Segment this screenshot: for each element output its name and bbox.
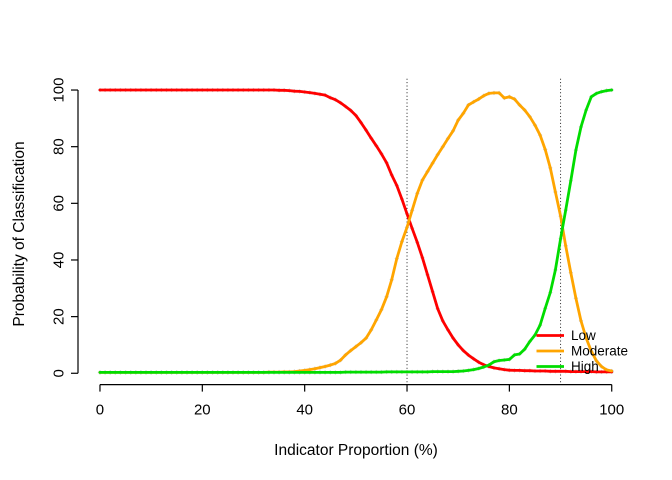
x-tick-label: 80: [501, 402, 518, 419]
y-tick-label: 100: [51, 78, 68, 103]
y-tick-label: 0: [51, 369, 68, 377]
x-tick-label: 100: [599, 402, 624, 419]
legend-label-moderate: Moderate: [571, 344, 628, 359]
y-axis-title: Probability of Classification: [11, 141, 28, 327]
x-tick-label: 0: [96, 402, 104, 419]
series-line-moderate: [98, 91, 614, 374]
legend-label-low: Low: [571, 328, 596, 343]
series-line-low: [98, 88, 614, 374]
x-tick-label: 60: [399, 402, 416, 419]
x-axis-title: Indicator Proportion (%): [274, 442, 438, 459]
x-tick-label: 40: [296, 402, 313, 419]
y-tick-label: 80: [51, 138, 68, 155]
series-line-high: [98, 88, 614, 374]
y-tick-label: 60: [51, 195, 68, 212]
y-tick-label: 20: [51, 308, 68, 325]
y-tick-label: 40: [51, 252, 68, 269]
x-tick-label: 20: [194, 402, 211, 419]
legend-label-high: High: [571, 359, 599, 374]
